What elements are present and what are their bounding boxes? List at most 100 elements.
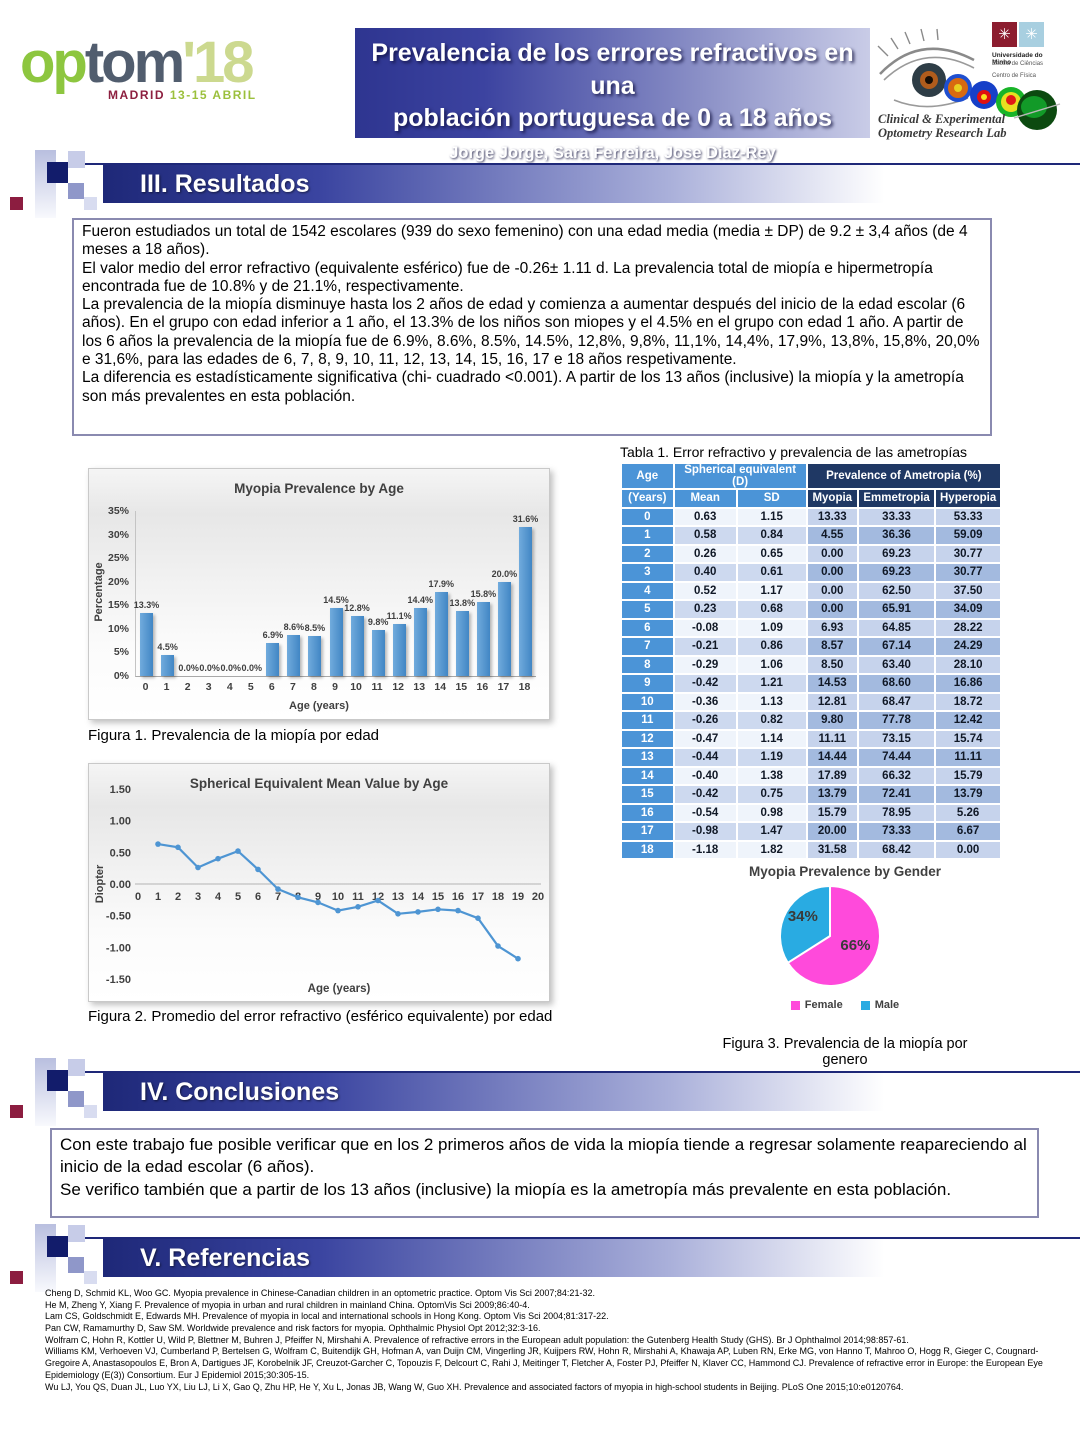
- bar: [434, 591, 448, 676]
- table-row: 18 -1.18 1.82 31.58 68.42 0.00: [622, 841, 1000, 858]
- ametropia-table: Age Spherical equivalent (D) Prevalence …: [620, 462, 1002, 860]
- cell-value: 5.26: [936, 804, 1000, 821]
- cell-age: 4: [622, 582, 673, 599]
- deco-strip: [35, 1224, 56, 1292]
- deco-square: [47, 1236, 68, 1257]
- cell-value: 1.15: [737, 508, 806, 525]
- cell-value: 0.58: [674, 527, 736, 544]
- line-marker: [155, 841, 161, 847]
- bar-data-label: 13.3%: [133, 600, 160, 611]
- uminho-logo-blue-square: ✳: [1019, 22, 1044, 47]
- cell-value: 11.11: [807, 730, 857, 747]
- optom-wordmark: optom'18: [20, 34, 320, 92]
- cell-value: 1.38: [737, 767, 806, 784]
- line-ytick: -1.00: [106, 942, 131, 954]
- bar: [413, 608, 427, 676]
- cell-value: -0.42: [674, 675, 736, 692]
- line-chart-title: Spherical Equivalent Mean Value by Age: [190, 776, 449, 791]
- title-banner: Prevalencia de los errores refractivos e…: [355, 28, 870, 162]
- table-row: 6 -0.08 1.09 6.93 64.85 28.22: [622, 619, 1000, 636]
- bar-chart-title: Myopia Prevalence by Age: [234, 481, 404, 496]
- bar-data-label: 17.9%: [428, 578, 455, 589]
- figure2-line-chart: Spherical Equivalent Mean Value by Age 1.…: [88, 763, 550, 1002]
- reference-item: Wu LJ, You QS, Duan JL, Luo YX, Liu LJ, …: [45, 1381, 904, 1392]
- section-header-conclusions: IV. Conclusiones: [0, 1058, 1080, 1128]
- cell-value: 0.00: [807, 582, 857, 599]
- cell-age: 1: [622, 527, 673, 544]
- bar-xtick: 10: [350, 681, 362, 693]
- deco-square: [68, 1257, 84, 1273]
- cell-value: 64.85: [858, 619, 935, 636]
- cell-value: 53.33: [936, 508, 1000, 525]
- line-xtick: 15: [432, 891, 444, 903]
- optom-logo: optom'18 MADRID 13-15 ABRIL: [20, 34, 320, 103]
- cell-value: 77.78: [858, 712, 935, 729]
- line-marker: [435, 906, 441, 913]
- bar-data-label: 0.0%: [220, 663, 241, 673]
- cell-value: 0.86: [737, 638, 806, 655]
- line-ytick: 1.00: [110, 816, 131, 828]
- cell-value: 0.52: [674, 582, 736, 599]
- line-marker: [395, 911, 401, 917]
- col-emmetropia: Emmetropia: [858, 490, 935, 507]
- figure2-caption: Figura 2. Promedio del error refractivo …: [88, 1008, 553, 1025]
- bar-xtick: 13: [413, 681, 426, 693]
- cell-value: 0.23: [674, 601, 736, 618]
- table-row: 4 0.52 1.17 0.00 62.50 37.50: [622, 582, 1000, 599]
- bar-xtick: 4: [226, 681, 233, 693]
- cell-value: 72.41: [858, 786, 935, 803]
- bar-xtick: 17: [497, 681, 510, 693]
- line-marker: [215, 855, 221, 862]
- deco-square: [84, 197, 97, 210]
- cell-age: 12: [622, 730, 673, 747]
- cell-value: 74.44: [858, 749, 935, 766]
- deco-strip: [35, 150, 56, 218]
- cell-value: -0.47: [674, 730, 736, 747]
- line-ytick: -0.50: [106, 911, 131, 923]
- line-marker: [255, 866, 261, 873]
- table-row: 7 -0.21 0.86 8.57 67.14 24.29: [622, 638, 1000, 655]
- cell-value: 1.06: [737, 656, 806, 673]
- bar: [518, 527, 532, 676]
- col-hyperopia: Hyperopia: [936, 490, 1000, 507]
- line-xtick: 0: [135, 891, 141, 903]
- bar-data-label: 8.6%: [283, 622, 305, 633]
- conclusions-text: Con este trabajo fue posible verificar q…: [60, 1134, 1029, 1201]
- cell-age: 6: [622, 619, 673, 636]
- line-marker: [495, 943, 501, 949]
- bar-ytick: 5%: [113, 646, 129, 659]
- deco-square: [10, 1105, 23, 1118]
- cell-value: 15.79: [936, 767, 1000, 784]
- table-row: 8 -0.29 1.06 8.50 63.40 28.10: [622, 656, 1000, 673]
- section-header-references: V. Referencias: [0, 1224, 1080, 1294]
- cell-value: -0.44: [674, 749, 736, 766]
- reference-item: Cheng D, Schmid KL, Woo GC. Myopia preva…: [45, 1288, 595, 1298]
- lab-name-line2: Optometry Research Lab: [878, 126, 1007, 140]
- cell-value: 0.68: [737, 601, 806, 618]
- section-rule: [55, 163, 1080, 165]
- bar-data-label: 15.8%: [470, 588, 497, 599]
- cell-age: 3: [622, 564, 673, 581]
- bar: [350, 615, 364, 676]
- poster-title-line2: población portuguesa de 0 a 18 años: [393, 104, 832, 132]
- cell-value: 34.09: [936, 601, 1000, 618]
- deco-square: [47, 1070, 68, 1091]
- section-header-results: III. Resultados: [0, 150, 1080, 220]
- cell-value: 31.58: [807, 841, 857, 858]
- line-xtick: 5: [235, 891, 241, 903]
- cell-age: 5: [622, 601, 673, 618]
- cell-value: 1.13: [737, 693, 806, 710]
- pie-slice-male: [778, 884, 831, 965]
- cell-age: 2: [622, 545, 673, 562]
- cell-value: -1.18: [674, 841, 736, 858]
- bar-data-label: 12.8%: [344, 602, 370, 613]
- table-row: 0 0.63 1.15 13.33 33.33 53.33: [622, 508, 1000, 525]
- legend-item-female: Female: [790, 999, 843, 1011]
- figure1-bar-chart: Myopia Prevalence by Age Percentage 13.3…: [88, 468, 550, 720]
- table-row: 9 -0.42 1.21 14.53 68.60 16.86: [622, 675, 1000, 692]
- bar-xtick: 11: [371, 681, 383, 693]
- cell-value: 8.50: [807, 656, 857, 673]
- optom-op: op: [20, 30, 88, 95]
- cell-value: 9.80: [807, 712, 857, 729]
- cell-value: 0.98: [737, 804, 806, 821]
